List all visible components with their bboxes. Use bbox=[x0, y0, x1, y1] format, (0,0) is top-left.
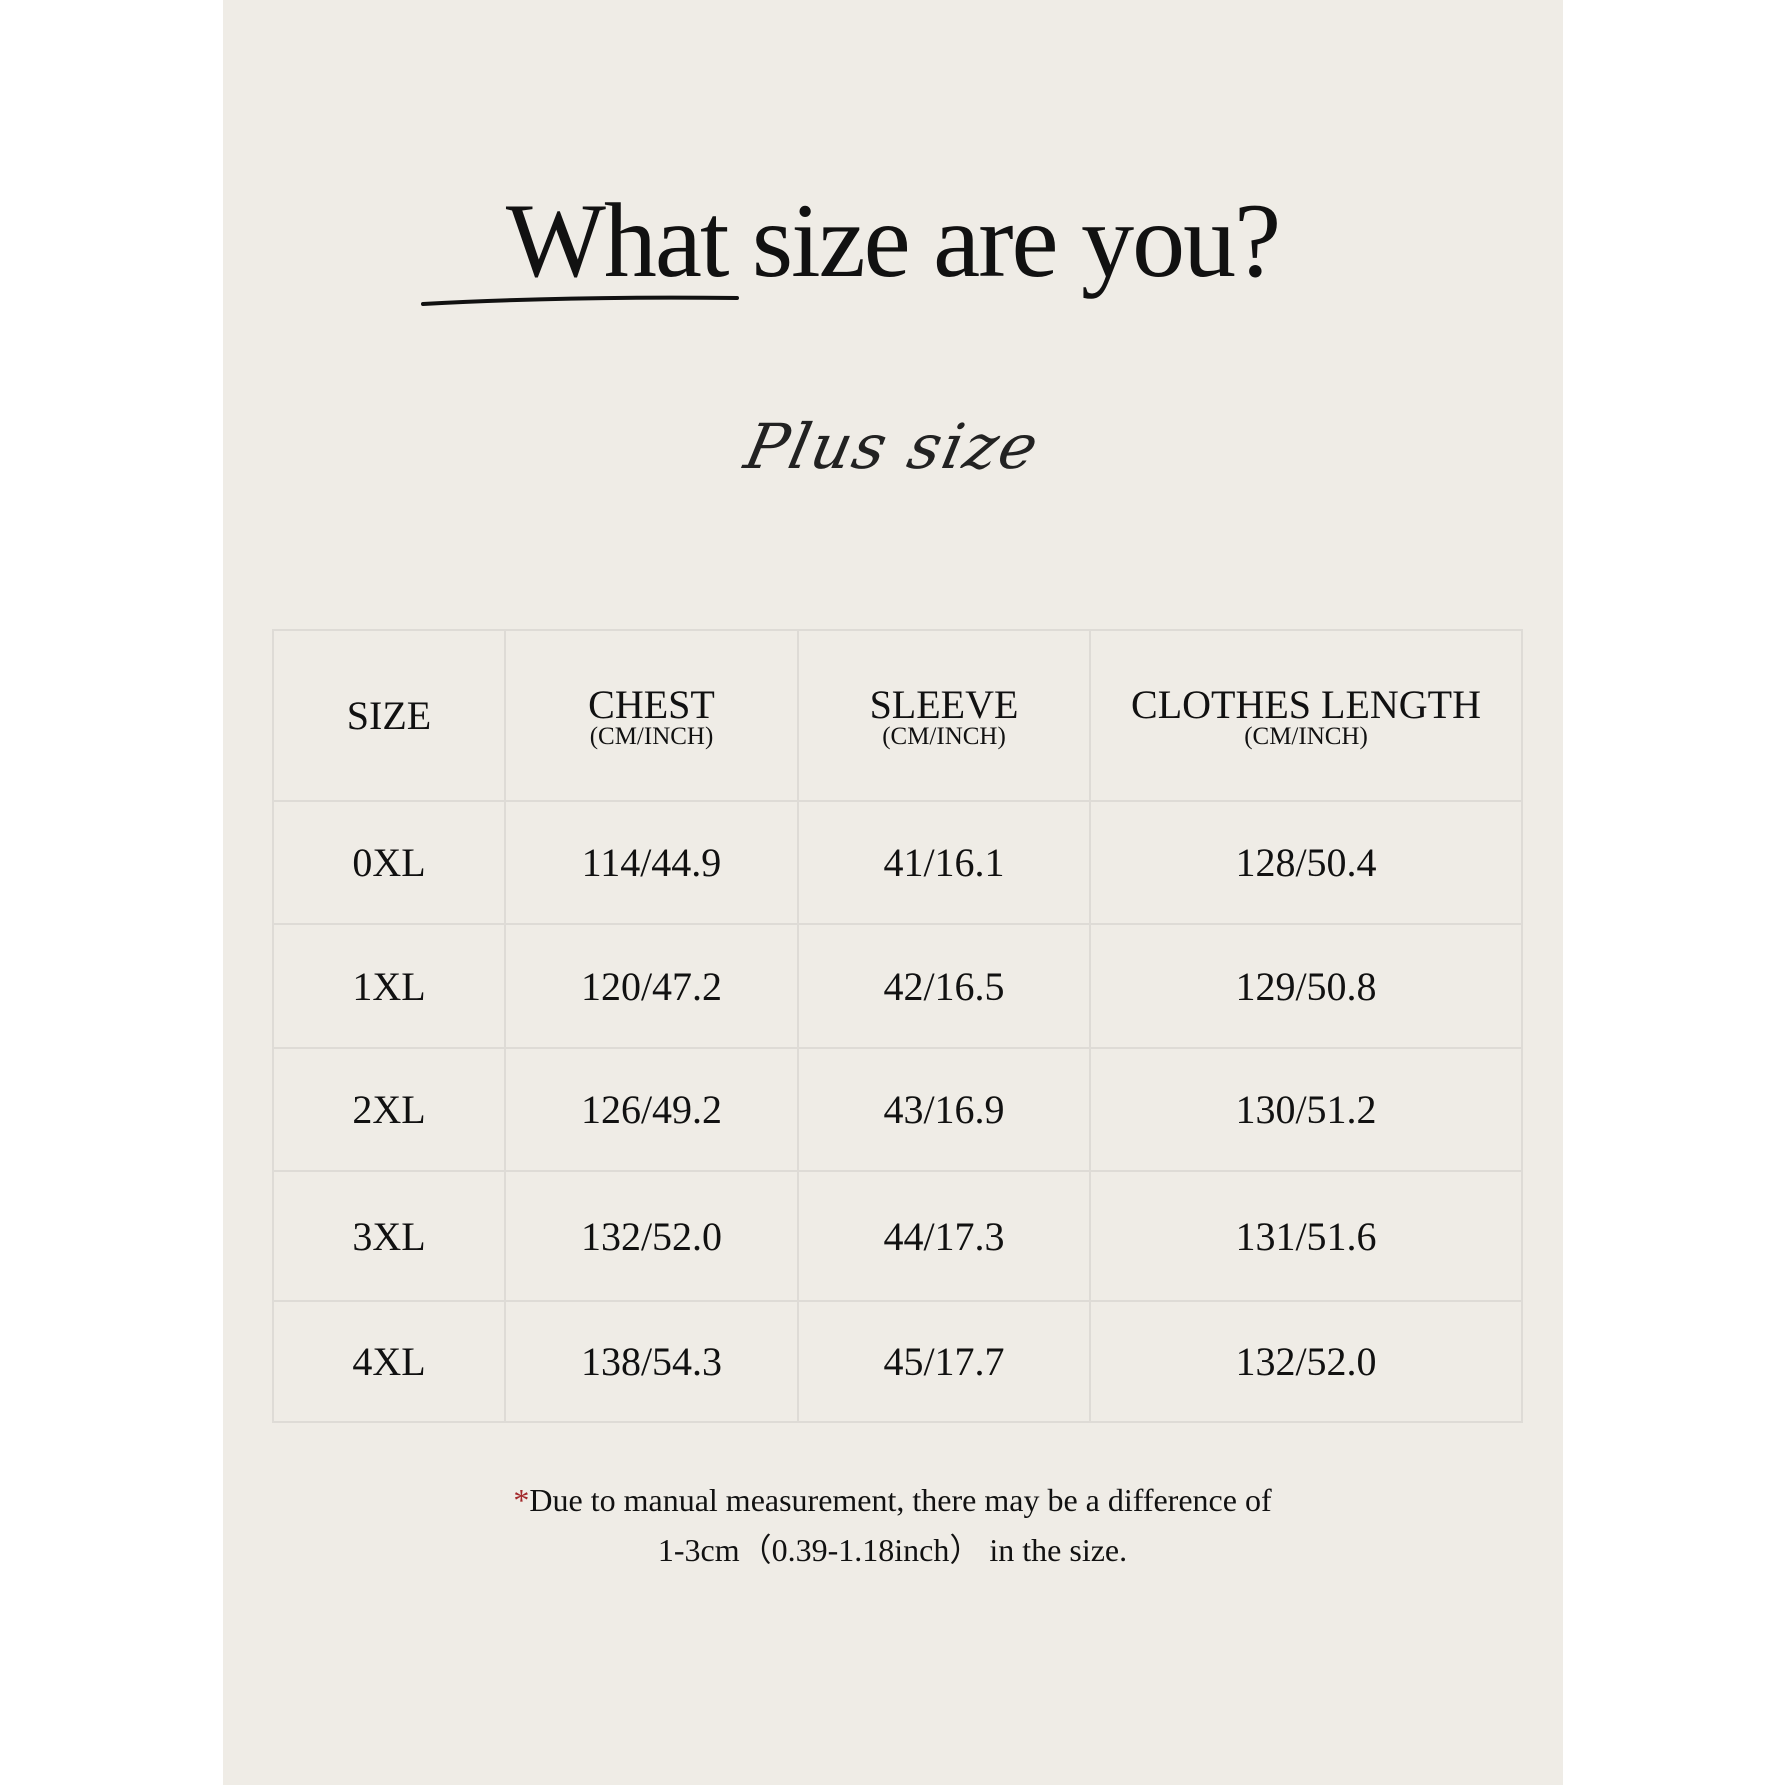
size-chart-table: SIZE CHEST (CM/INCH) SLEEVE (CM/INCH) CLOT… bbox=[272, 629, 1523, 1423]
header-chest: CHEST (CM/INCH) bbox=[504, 629, 799, 802]
table-cell: 114/44.9 bbox=[504, 800, 799, 925]
table-row: 4XL 138/54.3 45/17.7 132/52.0 bbox=[272, 1300, 1523, 1423]
table-cell: 131/51.6 bbox=[1089, 1170, 1523, 1302]
table-cell: 130/51.2 bbox=[1089, 1047, 1523, 1172]
table-cell: 120/47.2 bbox=[504, 923, 799, 1049]
table-header-row: SIZE CHEST (CM/INCH) SLEEVE (CM/INCH) CLOT… bbox=[272, 629, 1523, 802]
table-cell: 138/54.3 bbox=[504, 1300, 799, 1423]
table-cell: 2XL bbox=[272, 1047, 506, 1172]
page-title: What size are you? bbox=[505, 182, 1281, 299]
table-cell: 1XL bbox=[272, 923, 506, 1049]
asterisk: * bbox=[513, 1482, 530, 1518]
table-cell: 43/16.9 bbox=[797, 1047, 1091, 1172]
table-cell: 128/50.4 bbox=[1089, 800, 1523, 925]
table-row: 0XL 114/44.9 41/16.1 128/50.4 bbox=[272, 800, 1523, 925]
table-cell: 132/52.0 bbox=[1089, 1300, 1523, 1423]
table-cell: 126/49.2 bbox=[504, 1047, 799, 1172]
table-cell: 42/16.5 bbox=[797, 923, 1091, 1049]
header-clothes-length: CLOTHES LENGTH (CM/INCH) bbox=[1089, 629, 1523, 802]
measurement-note: *Due to manual measurement, there may be… bbox=[513, 1482, 1272, 1568]
table-cell: 41/16.1 bbox=[797, 800, 1091, 925]
table-cell: 132/52.0 bbox=[504, 1170, 799, 1302]
title-underline bbox=[421, 295, 739, 306]
header-size: SIZE bbox=[272, 629, 506, 802]
table-row: 1XL 120/47.2 42/16.5 129/50.8 bbox=[272, 923, 1523, 1049]
table-cell: 3XL bbox=[272, 1170, 506, 1302]
table-cell: 0XL bbox=[272, 800, 506, 925]
table-row: 2XL 126/49.2 43/16.9 130/51.2 bbox=[272, 1047, 1523, 1172]
table-row: 3XL 132/52.0 44/17.3 131/51.6 bbox=[272, 1170, 1523, 1302]
header-sleeve: SLEEVE (CM/INCH) bbox=[797, 629, 1091, 802]
subtitle-script: Plus size bbox=[738, 410, 1047, 483]
table-cell: 44/17.3 bbox=[797, 1170, 1091, 1302]
table-cell: 45/17.7 bbox=[797, 1300, 1091, 1423]
table-cell: 4XL bbox=[272, 1300, 506, 1423]
table-cell: 129/50.8 bbox=[1089, 923, 1523, 1049]
